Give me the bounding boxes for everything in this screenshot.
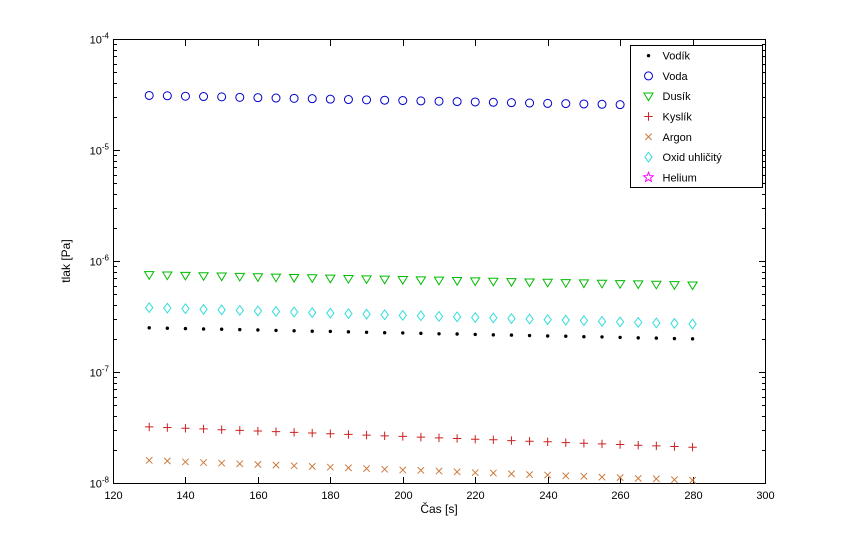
- x-tick-label: 180: [321, 490, 339, 502]
- legend-item-oxid-uhlicity: Oxid uhličitý: [644, 151, 723, 164]
- series-dusik: [143, 271, 699, 291]
- legend-label: Dusík: [663, 91, 692, 103]
- axes: [113, 39, 766, 484]
- legend-label: Helium: [663, 172, 697, 184]
- legend-item-voda: Voda: [644, 71, 689, 83]
- x-axis: 120 140 160 180 200 220 240 260 280 300: [104, 490, 774, 502]
- legend-item-vodik: Vodík: [646, 51, 691, 63]
- x-tick-label: 300: [756, 490, 774, 502]
- series-voda: [144, 90, 698, 111]
- legend-label: Kyslík: [663, 112, 693, 124]
- y-axis-label: tlak [Pa]: [59, 239, 73, 283]
- x-tick-label: 140: [176, 490, 194, 502]
- legend-item-kyslik: Kyslík: [644, 112, 692, 124]
- x-tick-label: 240: [539, 490, 557, 502]
- legend-item-dusik: Dusík: [643, 91, 692, 103]
- legend-label: Oxid uhličitý: [663, 152, 723, 164]
- series-argon: [145, 456, 697, 484]
- x-axis-label: Čas [s]: [420, 502, 458, 516]
- x-tick-label: 160: [249, 490, 267, 502]
- x-tick-label: 200: [394, 490, 412, 502]
- x-tick-label: 120: [104, 490, 122, 502]
- y-tick-label: 10-8: [90, 476, 110, 491]
- legend: Vodík Voda Dusík Kyslík Argon Oxid uhličitý He…: [630, 45, 763, 188]
- series-oxid-uhlicity: [144, 302, 697, 330]
- x-tick-label: 280: [684, 490, 702, 502]
- y-tick-label: 10-5: [90, 143, 110, 158]
- x-tick-label: 260: [611, 490, 629, 502]
- y-tick-label: 10-4: [90, 32, 110, 47]
- series-vodik: [147, 326, 695, 341]
- x-tick-label: 220: [466, 490, 484, 502]
- y-axis: 10-8 10-7 10-6 10-5 10-4: [90, 32, 110, 491]
- legend-item-helium: Helium: [642, 171, 697, 184]
- y-tick-label: 10-6: [90, 254, 110, 269]
- legend-label: Vodík: [663, 51, 691, 63]
- legend-label: Argon: [663, 132, 692, 144]
- legend-item-argon: Argon: [644, 132, 692, 144]
- series-kyslik: [145, 422, 697, 452]
- legend-label: Voda: [663, 71, 689, 83]
- y-tick-label: 10-7: [90, 365, 110, 380]
